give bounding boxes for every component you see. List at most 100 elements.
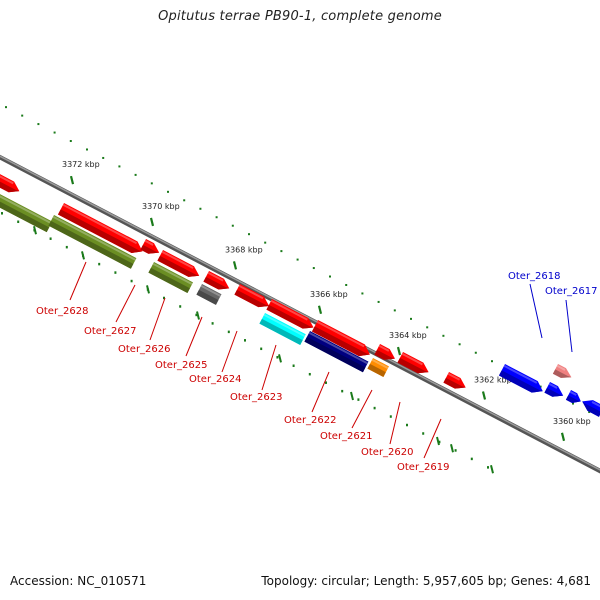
scale-dot [442,334,445,337]
inner-track-dot [276,356,279,359]
gene-highlight [308,331,369,365]
scale-dot [69,140,72,143]
gene-highlight [207,271,224,282]
scale-dot [312,267,315,270]
gene-oter-2617 [552,364,572,378]
inner-track-dot [244,339,246,342]
scale-label: 3372 kbp [62,160,100,169]
inner-track-dot [292,364,295,367]
gene-oter-2624 [203,271,230,290]
gene-shade [140,244,160,254]
scale-dot [37,123,40,126]
genome-backbone [0,154,600,474]
inner-track-tick [146,285,150,294]
inner-track-tick [450,444,454,453]
gene-blue-4 [582,400,600,417]
gene-shade [552,369,572,378]
scale-dot [345,283,348,286]
leader-line [69,261,87,301]
scale-dot [134,173,137,176]
gene-label-oter-2626: Oter_2626 [118,344,171,355]
inner-track-dot [422,432,425,435]
gene-label-oter-2620: Oter_2620 [361,447,414,458]
accession-text: Accession: NC_010571 [10,574,147,588]
scale-dot [215,216,218,219]
inner-track-dot [470,457,473,461]
gene-label-oter-2617: Oter_2617 [545,286,598,297]
scale-dot [588,411,591,414]
gene-shade [196,289,219,305]
scale-label: 3362 kbp [474,376,512,385]
scale-label: 3364 kbp [389,331,427,340]
scale-dot [167,190,169,193]
scale-dot [491,360,493,363]
inner-track-dot [325,381,327,384]
inner-track-tick [81,251,85,260]
inner-track-dot [454,449,457,452]
gene-label-oter-2627: Oter_2627 [84,326,137,337]
inner-track-dot [406,423,408,427]
gene-shade [0,201,50,233]
leader-line [221,330,238,373]
gene-highlight [316,320,365,348]
backbone-highlight [0,155,600,471]
inner-track-dot [195,313,198,317]
scale-dot [21,114,24,117]
gene-oter-2626 [140,239,160,254]
gene-features [0,174,600,417]
gene-oter-2620b [397,352,429,374]
gene-body [57,203,143,253]
genome-title: Opitutus terrae PB90-1, complete genome [158,9,442,24]
scale-label: 3366 kbp [310,290,348,299]
inner-track-dot [130,279,133,283]
gene-highlight [161,250,194,269]
leader-line [115,284,136,323]
gene-highlight [52,215,136,261]
gene-body [266,299,314,329]
inner-track-tick [436,436,440,446]
gene-body [157,250,200,277]
scale-dot [183,199,186,202]
inner-track-dot [163,296,165,300]
leader-line [261,344,277,391]
scale-dot [572,402,574,405]
gene-oter-2619 [443,372,466,389]
inner-track-tick [490,464,494,474]
gene-shade [498,370,543,393]
gene-shade [266,304,314,329]
scale-tick-mark [232,261,238,270]
gene-highlight [401,352,423,366]
gene-shade [148,267,191,294]
inner-track-dot [341,389,344,393]
gene-highlight [378,344,390,352]
gene-highlight [569,390,577,396]
gene-shade [443,377,466,389]
leader-line [565,299,573,353]
inner-track-dot [17,220,20,224]
scale-tick-mark [149,217,155,227]
inner-track-dot [227,330,230,334]
gene-highlight [0,175,14,185]
gene-highlight [0,195,52,225]
gene-shade [234,289,270,308]
inner-track-dot [438,440,441,444]
inner-track-dot [487,466,489,469]
gene-oter-2621 [311,320,370,357]
gene-gray [196,284,222,305]
scale-dot [539,385,542,388]
gene-shade [203,276,230,290]
leader-line [185,316,203,357]
leader-line [149,297,166,341]
inner-track-tick [278,354,282,363]
inner-track-dot [65,245,68,249]
gene-highlight [152,262,193,286]
scale-dot [458,343,461,346]
gene-shade [374,349,395,360]
gene-oter-2620 [374,344,395,360]
gene-body [311,320,370,357]
scale-dot [474,351,477,354]
gene-navy [304,331,369,373]
leader-line [311,371,330,413]
gene-highlight [270,299,308,321]
gene-highlight [591,401,600,408]
